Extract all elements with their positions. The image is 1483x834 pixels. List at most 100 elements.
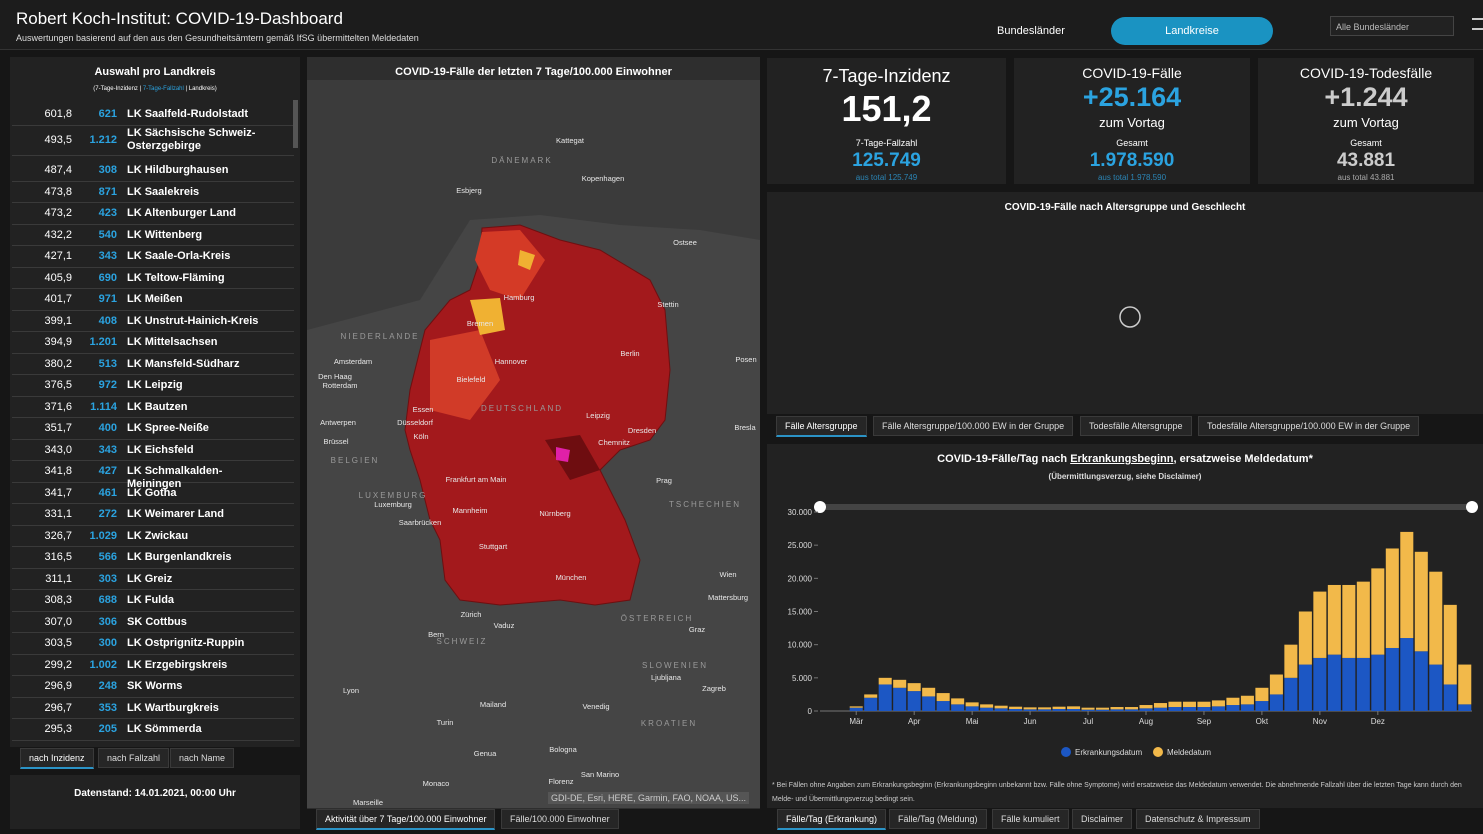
map-label: Amsterdam [334, 357, 372, 366]
bar-segment [1327, 584, 1341, 655]
map-label: Mattersburg [708, 593, 748, 602]
map-region [430, 330, 500, 420]
list-row[interactable] [12, 124, 294, 156]
bar-segment [1356, 657, 1370, 711]
bar-segment [1096, 707, 1110, 710]
bottom-tab[interactable]: Datenschutz & Impressum [1136, 809, 1260, 829]
list-row[interactable] [12, 225, 294, 246]
list-row[interactable] [12, 311, 294, 332]
sort-tab[interactable]: nach Name [170, 748, 235, 768]
list-row[interactable] [12, 289, 294, 311]
map-label: Bielefeld [457, 375, 486, 384]
map-label: Lyon [343, 686, 359, 695]
list-row[interactable] [12, 440, 294, 461]
bottom-tab[interactable]: Disclaimer [1072, 809, 1133, 829]
nav-tab[interactable]: Bundesländer [997, 25, 1065, 37]
list-row[interactable] [12, 483, 294, 504]
bar-segment [1052, 706, 1066, 710]
kpi-label: 7-Tage-Fallzahl [855, 138, 918, 148]
list-row[interactable] [12, 655, 294, 676]
bottom-tab[interactable]: Fälle/Tag (Erkrankung) [777, 809, 887, 830]
map-label: Monaco [423, 779, 450, 788]
chart-subtitle: (Übermittlungsverzug, siehe Disclaimer) [1048, 472, 1202, 481]
bar-segment [1342, 657, 1356, 711]
map-region [518, 250, 535, 270]
sort-tab[interactable]: nach Inzidenz [20, 748, 94, 769]
list-row[interactable] [12, 182, 294, 203]
map-label: Stuttgart [479, 542, 508, 551]
list-row[interactable] [12, 698, 294, 719]
list-row[interactable] [12, 397, 294, 418]
incidence: 376,5 [44, 379, 72, 392]
bar-segment [1067, 706, 1081, 710]
bottom-tab[interactable]: Fälle kumuliert [992, 809, 1069, 829]
age-tab[interactable]: Todesfälle Altersgruppe [1080, 416, 1192, 436]
list-row[interactable] [12, 676, 294, 698]
bar-segment [1081, 707, 1095, 710]
list-row[interactable] [12, 375, 294, 397]
bottom-tab[interactable]: Fälle/Tag (Meldung) [889, 809, 987, 829]
legend-label: Erkrankungsdatum [1075, 748, 1142, 757]
map-label: NIEDERLANDE [341, 332, 420, 341]
dropdown[interactable]: Alle Bundesländer [1330, 16, 1454, 36]
case-count: 353 [98, 701, 117, 714]
case-count: 1.212 [89, 133, 117, 146]
list-row[interactable] [12, 547, 294, 569]
case-count: 461 [98, 486, 117, 499]
map-label: Leipzig [586, 411, 610, 420]
list-row[interactable] [12, 504, 294, 526]
map-label: Saarbrücken [399, 518, 442, 527]
bar-segment [980, 707, 994, 711]
case-count: 303 [98, 572, 117, 585]
bar-segment [1458, 664, 1472, 705]
list-row[interactable] [12, 526, 294, 547]
bar-segment [1313, 657, 1327, 711]
map-label: Düsseldorf [397, 418, 434, 427]
kpi-label: Gesamt [1350, 138, 1382, 148]
list-row[interactable] [12, 332, 294, 354]
map-label: Hamburg [504, 293, 535, 302]
age-tab[interactable]: Fälle Altersgruppe/100.000 EW in der Gru… [873, 416, 1074, 436]
chart-title-link[interactable]: Erkrankungsbeginn [1070, 453, 1174, 465]
map-tab[interactable]: Aktivität über 7 Tage/100.000 Einwohner [316, 809, 496, 830]
bar-segment [1197, 701, 1211, 708]
list-row[interactable] [12, 268, 294, 289]
age-tab[interactable]: Todesfälle Altersgruppe/100.000 EW in de… [1198, 416, 1420, 436]
incidence: 316,5 [44, 551, 72, 564]
list-row[interactable] [12, 590, 294, 612]
incidence: 427,1 [44, 250, 72, 263]
case-count: 272 [98, 508, 117, 521]
age-tab[interactable]: Fälle Altersgruppe [776, 416, 867, 437]
list-row[interactable] [12, 104, 294, 126]
map-label: Posen [735, 355, 756, 364]
map-label: Hannover [495, 357, 528, 366]
slider-handle[interactable] [814, 501, 826, 513]
y-tick-label: 25.000 [788, 541, 813, 550]
app-title: Robert Koch-Institut: COVID-19-Dashboard [16, 9, 343, 28]
sort-tab[interactable]: nach Fallzahl [98, 748, 170, 768]
list-row[interactable] [12, 203, 294, 225]
nav-tab-active[interactable]: Landkreise [1111, 17, 1273, 45]
district-name: LK Teltow-Fläming [127, 271, 225, 284]
list-row[interactable] [12, 354, 294, 375]
list-row[interactable] [12, 633, 294, 655]
menu-icon[interactable] [1472, 18, 1483, 30]
list-row[interactable] [12, 418, 294, 440]
kpi-title: COVID-19-Todesfälle [1299, 65, 1433, 81]
district-name: LK Unstrut-Hainich-Kreis [127, 314, 259, 327]
map-attribution: GDI-DE, Esri, HERE, Garmin, FAO, NOAA, U… [548, 792, 750, 804]
district-name: LK Bautzen [127, 400, 188, 413]
map-label: SLOWENIEN [642, 661, 708, 670]
incidence: 405,9 [44, 271, 72, 284]
list-row[interactable] [12, 612, 294, 633]
list-row[interactable] [12, 246, 294, 268]
bar-segment [1226, 697, 1240, 706]
list-row[interactable] [12, 461, 294, 483]
list-row[interactable] [12, 719, 294, 741]
map-tab[interactable]: Fälle/100.000 Einwohner [501, 809, 619, 829]
chart-footnote: * Bei Fällen ohne Angaben zum Erkrankung… [772, 782, 1462, 803]
slider-handle[interactable] [1466, 501, 1478, 513]
list-row[interactable] [12, 569, 294, 590]
list-row[interactable] [12, 160, 294, 182]
